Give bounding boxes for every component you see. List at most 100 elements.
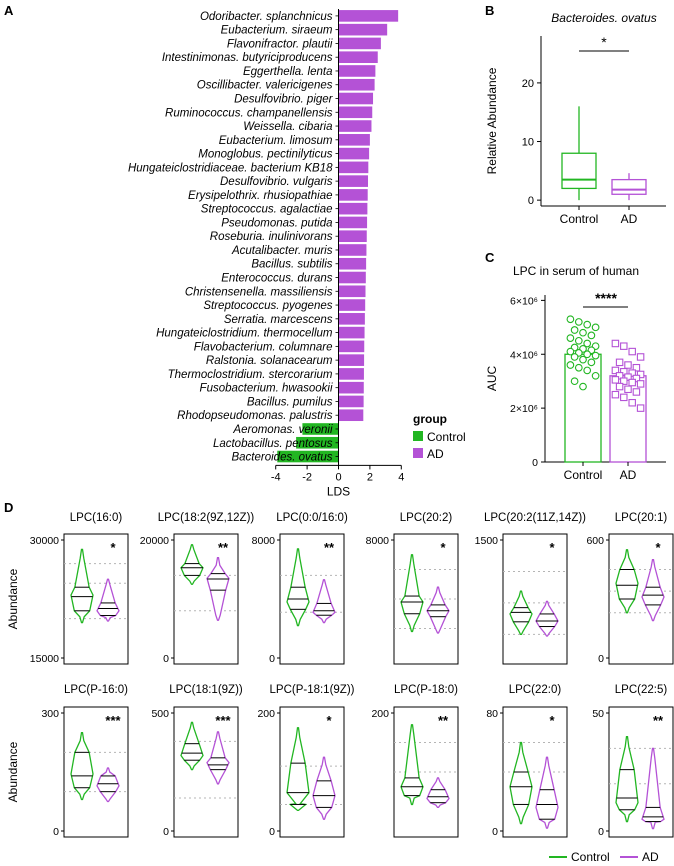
data-point-ad xyxy=(611,366,620,375)
subplot-title: LPC(18:2(9Z,12Z)) xyxy=(158,512,255,524)
x-tick-label: AD xyxy=(621,212,638,226)
data-point-control xyxy=(583,320,592,329)
taxon-label: Thermoclostridium. stercorarium xyxy=(168,369,333,381)
mean-bar xyxy=(564,353,602,463)
violin-subplot: LPC(P-16:0) 300 0 *** xyxy=(41,684,129,838)
y-axis-label: AUC xyxy=(485,366,499,392)
lds-bar xyxy=(338,175,369,187)
taxon-label: Eubacterium. limosum xyxy=(219,135,333,147)
taxon-label: Roseburia. inulinivorans xyxy=(210,231,333,243)
lds-bar xyxy=(338,134,370,146)
y-tick-label: 10 xyxy=(522,137,534,149)
subplot-frame xyxy=(63,533,129,665)
lds-bar xyxy=(338,368,364,380)
lds-bar xyxy=(338,120,372,132)
taxon-label: Hungateiclostridium. thermocellum xyxy=(156,328,333,340)
y-tick-label: 0 xyxy=(598,826,604,838)
y-tick-label: 200 xyxy=(371,708,389,720)
subplot-title: LPC(22:5) xyxy=(615,684,668,696)
violin-subplot: LPC(0:0/16:0)8000 0 ** xyxy=(252,512,348,665)
x-tick-label: 0 xyxy=(335,471,341,483)
chart-title: LPC in serum of human xyxy=(513,264,639,278)
taxon-label: Erysipelothrix. rhusiopathiae xyxy=(188,190,332,202)
x-tick-label: -4 xyxy=(271,471,281,483)
taxon-label: Desulfovibrio. piger xyxy=(234,94,334,106)
data-point-ad xyxy=(611,376,620,384)
box-iqr xyxy=(561,152,597,190)
violin-control xyxy=(180,721,204,771)
subplot-title: LPC(20:2(11Z,14Z)) xyxy=(484,512,586,524)
violin-ad xyxy=(641,747,665,830)
lds-bar xyxy=(338,147,370,160)
data-point-control xyxy=(583,339,592,348)
y-tick-label: 0 xyxy=(528,195,534,207)
violin-ad xyxy=(312,579,336,624)
data-point-ad xyxy=(615,372,624,380)
lds-bar xyxy=(338,244,367,256)
data-point-control xyxy=(570,353,579,361)
data-point-control xyxy=(591,351,600,360)
lds-bar xyxy=(302,423,339,435)
box-iqr xyxy=(611,178,647,195)
lds-bar xyxy=(338,65,376,77)
violin-control xyxy=(509,741,533,825)
data-point-ad xyxy=(620,393,628,402)
taxon-label: Fusobacterium. hwasookii xyxy=(200,383,333,395)
subplot-title: LPC(20:2) xyxy=(400,512,453,524)
taxon-label: Aeromonas. veronii xyxy=(232,424,333,436)
y-tick-label: 80 xyxy=(486,708,498,720)
data-point-ad xyxy=(632,374,641,383)
significance-marker: *** xyxy=(105,713,121,728)
x-tick-label: 4 xyxy=(398,471,404,483)
lds-bar xyxy=(338,10,399,22)
violin-control xyxy=(180,544,204,585)
lds-bar xyxy=(338,354,365,366)
data-point-control xyxy=(591,371,600,380)
violin-subplot: LPC(20:2) 8000 * xyxy=(366,512,459,665)
significance-marker: ** xyxy=(218,540,229,555)
y-tick-label: 0 xyxy=(598,653,604,665)
taxon-label: Serratia. marcescens xyxy=(224,314,333,326)
violin-subplot: LPC(22:5) 50 0 ** xyxy=(592,684,674,838)
taxon-label: Bacillus. pumilus xyxy=(247,396,333,408)
lds-bar xyxy=(338,216,368,229)
violin-ad xyxy=(426,777,450,809)
subplot-title: LPC(16:0) xyxy=(70,512,123,524)
lds-bar xyxy=(338,106,373,119)
taxon-label: Intestinimonas. butyriciproducens xyxy=(162,52,333,64)
legend-title: group xyxy=(413,412,447,426)
x-tick-label: -2 xyxy=(302,471,312,483)
subplot-title: LPC(P-18:0) xyxy=(394,684,458,696)
taxon-label: Desulfovibrio. vulgaris xyxy=(220,176,333,188)
data-point-control xyxy=(574,318,583,326)
lds-bar xyxy=(338,340,365,353)
lds-bar xyxy=(338,313,365,325)
violin-ad xyxy=(96,578,120,622)
violin-control xyxy=(286,727,310,811)
y-tick-label: 0 xyxy=(163,653,169,665)
panel-label-b: B xyxy=(485,3,494,18)
taxon-label: Bacillus. subtilis xyxy=(251,259,332,271)
lds-bar xyxy=(338,161,369,174)
taxon-label: Monoglobus. pectinilyticus xyxy=(198,149,332,161)
data-point-control xyxy=(583,350,592,359)
data-point-ad xyxy=(628,378,636,387)
y-tick-label: 0 xyxy=(163,826,169,838)
data-point-control xyxy=(570,326,579,334)
lds-bar xyxy=(338,189,368,201)
significance-marker: ** xyxy=(324,540,335,555)
y-tick-label: 1500 xyxy=(475,535,499,547)
data-point-ad xyxy=(636,353,645,361)
violin-control xyxy=(400,554,424,633)
taxon-label: Bacteroides. ovatus xyxy=(231,452,332,464)
y-tick-label: 20 xyxy=(522,78,534,90)
taxon-label: Weissella. cibaria xyxy=(243,121,332,133)
x-axis-label: LDS xyxy=(327,484,350,498)
lds-bar xyxy=(338,257,367,270)
chart-title: Bacteroides. ovatus xyxy=(551,11,656,25)
panel-label-c: C xyxy=(485,250,495,265)
data-point-ad xyxy=(611,390,620,399)
taxon-label: Eubacterium. siraeum xyxy=(221,25,333,37)
data-point-ad xyxy=(620,377,628,385)
lds-bar xyxy=(338,395,364,408)
